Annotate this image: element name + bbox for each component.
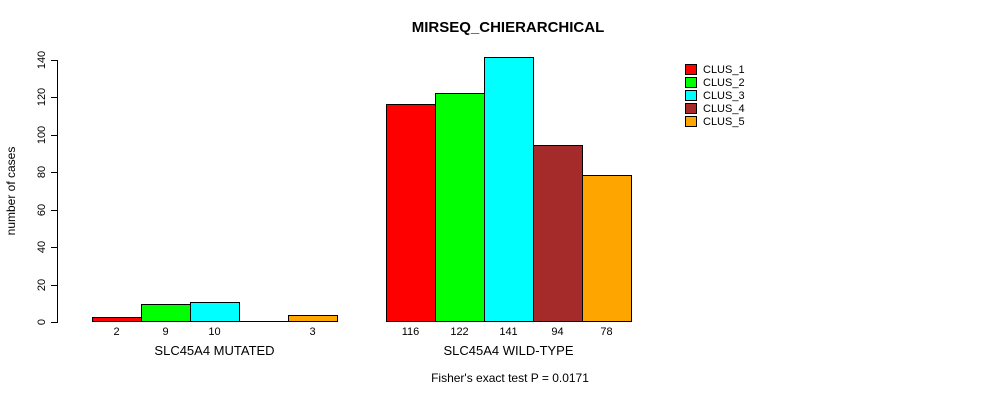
y-axis-tick-label: 100 <box>36 125 48 145</box>
y-axis-tick-label: 40 <box>36 240 48 254</box>
bar-value-label: 2 <box>113 326 120 338</box>
legend-swatch-clus_1 <box>685 64 697 75</box>
bar-value-label: 78 <box>600 326 613 338</box>
bar <box>582 175 632 322</box>
bar <box>190 302 240 322</box>
y-axis-tick-label: 0 <box>36 318 48 326</box>
legend-swatch-clus_2 <box>685 77 697 88</box>
bar <box>288 315 338 322</box>
legend-swatch-clus_4 <box>685 103 697 114</box>
y-axis-title: number of cases <box>4 146 18 236</box>
bar <box>141 304 191 322</box>
bar <box>533 145 583 322</box>
bar-value-label: 3 <box>309 326 316 338</box>
chart-title: MIRSEQ_CHIERARCHICAL <box>411 19 605 36</box>
y-axis-tick-label: 60 <box>36 203 48 217</box>
y-axis-tick <box>51 97 57 98</box>
y-axis-line <box>57 60 58 323</box>
legend-swatch-clus_3 <box>685 90 697 101</box>
y-axis-tick-label: 120 <box>36 87 48 107</box>
footnote-fishers-test: Fisher's exact test P = 0.0171 <box>431 371 589 385</box>
bar-zero <box>239 321 289 322</box>
legend-label: CLUS_1 <box>703 64 745 76</box>
legend-label: CLUS_2 <box>703 77 745 89</box>
y-axis-tick <box>51 247 57 248</box>
legend-label: CLUS_3 <box>703 90 745 102</box>
legend-label: CLUS_5 <box>703 116 745 128</box>
x-category-label: SLC45A4 WILD-TYPE <box>443 343 574 358</box>
y-axis-tick <box>51 322 57 323</box>
bar <box>92 317 142 322</box>
bar-value-label: 9 <box>162 326 169 338</box>
y-axis-tick <box>51 285 57 286</box>
y-axis-tick-label: 80 <box>36 165 48 179</box>
bar <box>386 104 436 322</box>
legend-swatch-clus_5 <box>685 116 697 127</box>
legend-label: CLUS_4 <box>703 103 745 115</box>
y-axis-tick <box>51 172 57 173</box>
bar-value-label: 116 <box>401 326 420 338</box>
y-axis-tick <box>51 135 57 136</box>
y-axis-tick-label: 140 <box>36 50 48 70</box>
x-category-label: SLC45A4 MUTATED <box>154 343 275 358</box>
bar-value-label: 94 <box>551 326 564 338</box>
bar-value-label: 122 <box>450 326 469 338</box>
bar-value-label: 141 <box>499 326 518 338</box>
bar-value-label: 10 <box>208 326 221 338</box>
y-axis-tick <box>51 210 57 211</box>
y-axis-tick <box>51 60 57 61</box>
y-axis-tick-label: 20 <box>36 278 48 292</box>
bar <box>435 93 485 322</box>
bar <box>484 57 534 322</box>
